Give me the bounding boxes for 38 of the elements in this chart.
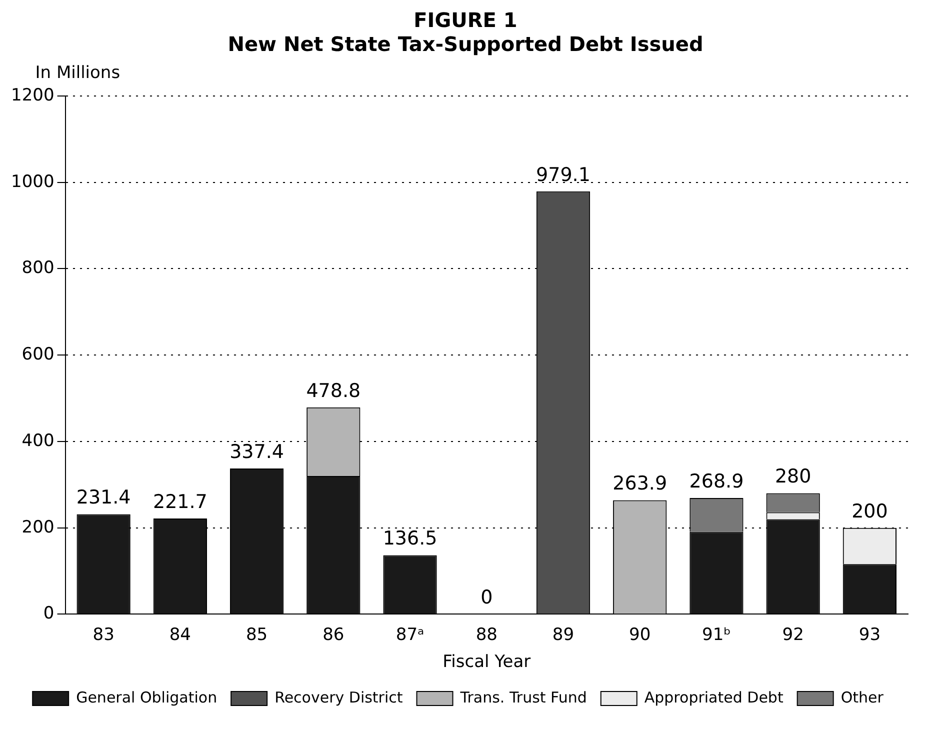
total-label: 231.4: [76, 486, 131, 509]
y-tick-label: 400: [22, 430, 54, 451]
total-label: 136.5: [382, 528, 438, 550]
y-axis-title: In Millions: [35, 62, 120, 83]
legend-label: Other: [840, 688, 884, 706]
total-label: 221.7: [152, 490, 208, 513]
legend-label: Recovery District: [274, 688, 403, 706]
total-label: 979.1: [536, 164, 590, 186]
legend-label: Trans. Trust Fund: [459, 688, 587, 706]
x-tick-label: 90: [629, 624, 651, 645]
x-tick-label: 87ᵃ: [396, 624, 424, 645]
x-tick-label: 88: [476, 624, 498, 645]
y-tick-label: 200: [22, 517, 54, 538]
total-label: 478.8: [306, 380, 361, 402]
total-label: 280: [774, 466, 812, 488]
y-tick-label: 1000: [11, 172, 54, 192]
legend-label: Appropriated Debt: [644, 688, 784, 706]
x-tick-label: 92: [782, 624, 804, 645]
x-tick-label: 93: [858, 624, 881, 645]
y-tick-label: 600: [22, 344, 54, 365]
x-axis-title: Fiscal Year: [442, 652, 531, 672]
x-tick-label: 86: [322, 624, 344, 645]
y-tick-label: 0: [43, 604, 54, 624]
total-label: 337.4: [230, 440, 284, 463]
x-tick-label: 84: [169, 624, 192, 645]
chart-title: FIGURE 1: [412, 8, 518, 32]
total-label: 263.9: [612, 472, 668, 495]
x-tick-label: 91ᵇ: [702, 624, 731, 645]
total-label: 0: [480, 586, 493, 609]
chart-subtitle: New Net State Tax-Supported Debt Issued: [226, 32, 704, 56]
legend-label: General Obligation: [76, 688, 218, 706]
x-tick-label: 85: [246, 624, 268, 645]
x-tick-label: 89: [552, 624, 574, 645]
y-tick-label: 1200: [11, 85, 54, 106]
x-tick-label: 83: [92, 624, 114, 645]
total-label: 268.9: [689, 470, 744, 492]
total-label: 200: [852, 500, 888, 522]
y-tick-label: 800: [22, 258, 54, 278]
